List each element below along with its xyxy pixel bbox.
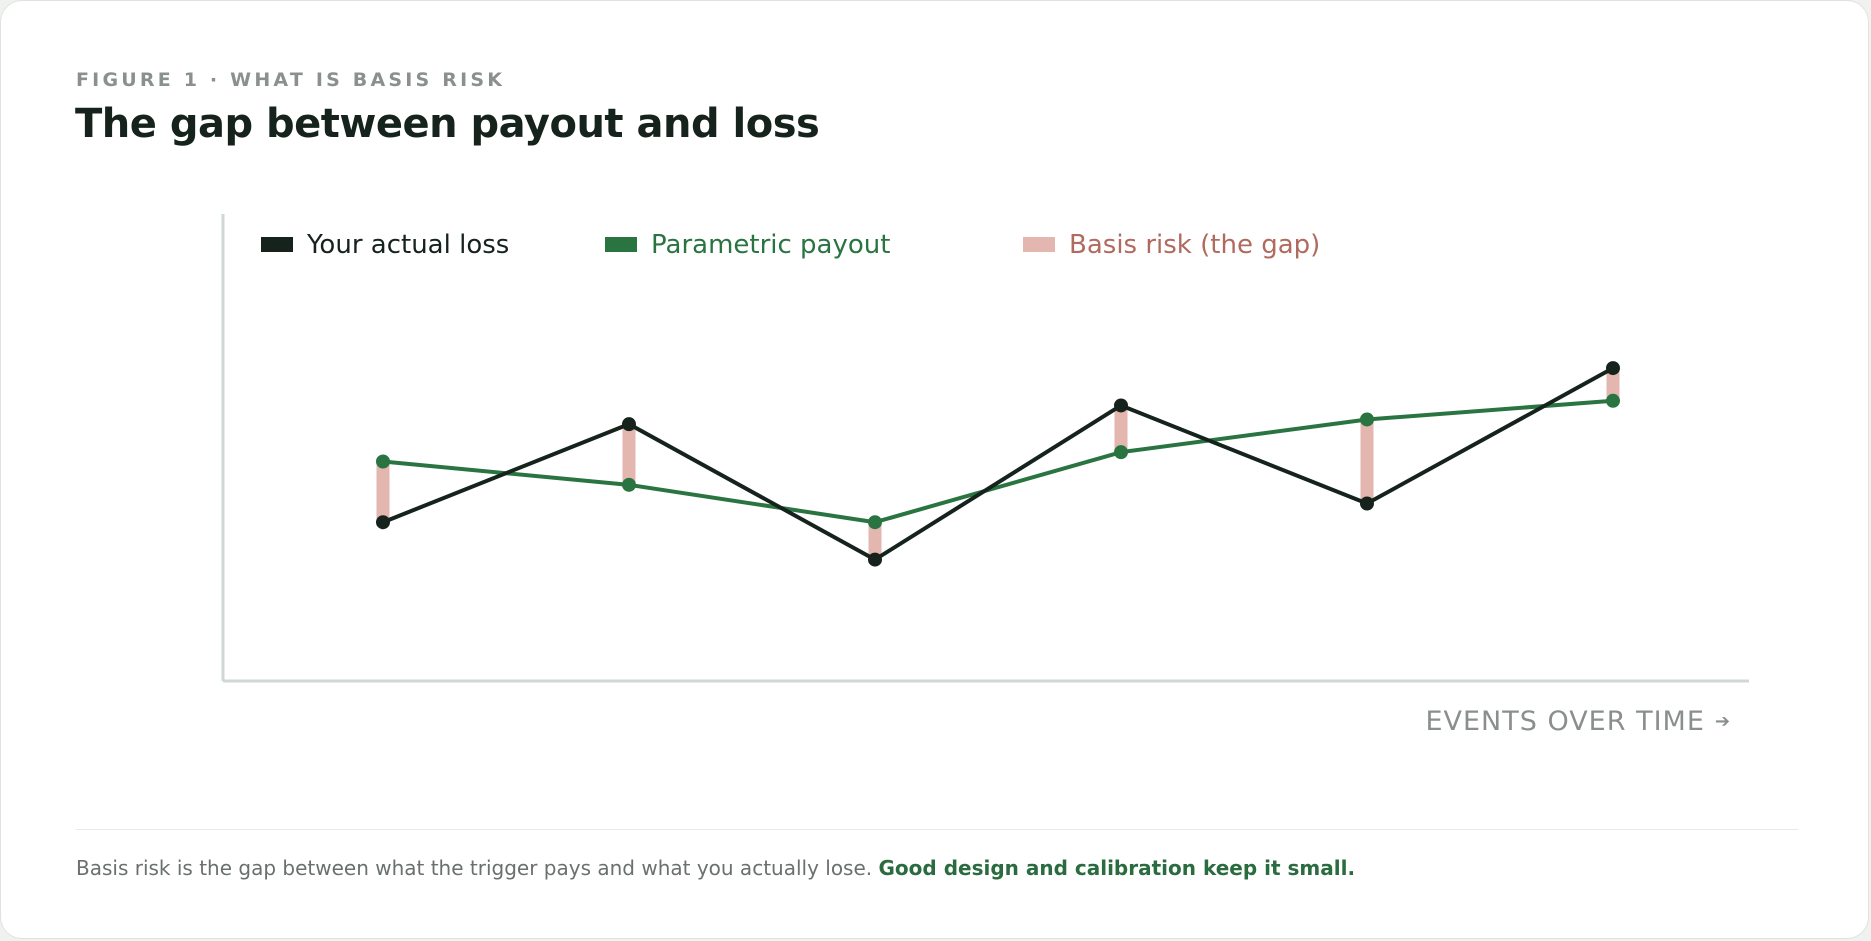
legend-label-payout: Parametric payout <box>651 230 890 260</box>
payout-point <box>1360 412 1374 427</box>
payout-point <box>1114 445 1128 460</box>
footnote: Basis risk is the gap between what the t… <box>76 856 1355 880</box>
loss-point <box>1606 361 1620 376</box>
loss-point <box>376 515 390 530</box>
divider <box>76 829 1798 830</box>
loss-point <box>622 417 636 432</box>
figure-title: The gap between payout and loss <box>75 101 820 147</box>
x-axis-label: EVENTS OVER TIME <box>1425 706 1705 737</box>
figure-eyebrow: FIGURE 1 · WHAT IS BASIS RISK <box>76 69 506 91</box>
payout-point <box>376 454 390 469</box>
x-axis-caption: EVENTS OVER TIME ➔ <box>1425 706 1731 737</box>
payout-point <box>1606 393 1620 408</box>
legend-swatch-loss <box>261 237 293 252</box>
chart-svg: Your actual loss Parametric payout Basis r… <box>221 214 1749 683</box>
legend-label-loss: Your actual loss <box>306 230 509 260</box>
footnote-emphasis: Good design and calibration keep it smal… <box>878 856 1356 880</box>
loss-point <box>868 552 882 567</box>
payout-series-line <box>382 398 1614 525</box>
legend-swatch-gap <box>1023 237 1055 252</box>
legend-swatch-payout <box>605 237 637 252</box>
loss-series-line <box>382 366 1614 562</box>
loss-point <box>1114 398 1128 413</box>
legend-label-gap: Basis risk (the gap) <box>1069 230 1320 260</box>
arrow-right-icon: ➔ <box>1714 711 1731 732</box>
footnote-text: Basis risk is the gap between what the t… <box>76 856 873 880</box>
payout-point <box>622 477 636 492</box>
payout-point <box>868 515 882 530</box>
loss-point <box>1360 496 1374 511</box>
